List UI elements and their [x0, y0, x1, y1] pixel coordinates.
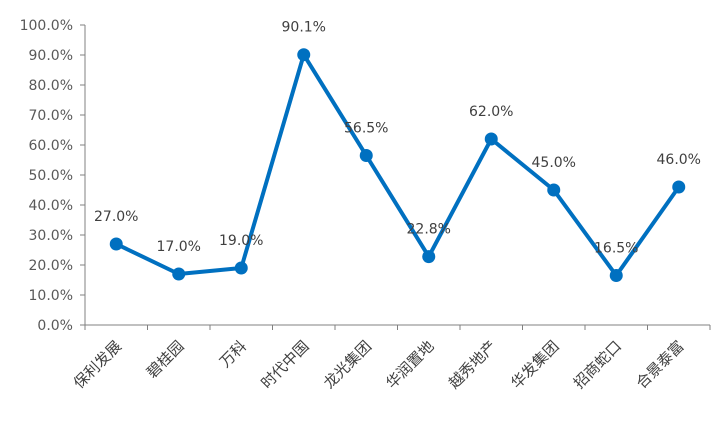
data-label: 45.0%	[532, 155, 576, 171]
data-label: 90.1%	[282, 20, 326, 36]
y-tick-label: 70.0%	[29, 108, 73, 124]
x-category-label: 时代中国	[257, 337, 312, 392]
data-point	[297, 48, 311, 62]
x-category-label: 华发集团	[507, 337, 562, 392]
series-line	[115, 52, 681, 278]
y-tick-label: 20.0%	[29, 258, 73, 274]
data-point	[422, 250, 436, 264]
x-category-label: 招商蛇口	[570, 337, 625, 392]
y-tick-label: 90.0%	[29, 48, 73, 64]
data-label: 46.0%	[657, 152, 701, 168]
y-tick-label: 60.0%	[29, 138, 73, 154]
x-category-label: 万科	[216, 337, 250, 371]
data-point	[484, 132, 498, 146]
y-tick-label: 100.0%	[20, 18, 73, 34]
data-point	[109, 237, 123, 251]
data-label: 62.0%	[469, 104, 513, 120]
y-axis: 0.0% 10.0% 20.0% 30.0% 40.0% 50.0% 60.0% 70.0% 8…	[20, 18, 86, 334]
data-label: 16.5%	[594, 241, 638, 257]
data-point	[172, 267, 186, 281]
x-category-label: 华润置地	[382, 337, 437, 392]
data-label: 17.0%	[157, 239, 201, 255]
y-tick-label: 10.0%	[29, 288, 73, 304]
y-tick-label: 0.0%	[37, 318, 73, 334]
x-axis: 保利发展 碧桂园 万科 时代中国 龙光集团 华润置地 越秀地产 华发集团 招商蛇口 合景泰富	[70, 324, 711, 392]
y-tick-label: 30.0%	[29, 228, 73, 244]
data-point	[359, 149, 373, 162]
y-tick-label: 40.0%	[29, 198, 73, 214]
x-category-label: 碧桂园	[143, 337, 188, 382]
data-label: 27.0%	[94, 209, 138, 225]
data-point	[609, 269, 623, 282]
x-category-label: 龙光集团	[320, 337, 375, 392]
x-category-label: 越秀地产	[445, 337, 500, 392]
x-category-label: 合景泰富	[632, 337, 687, 392]
series-group: 27.0% 17.0% 19.0% 90.1% 56.5% 22.8% 62.0% 45.0%…	[94, 20, 701, 282]
x-category-label: 保利发展	[70, 337, 125, 392]
data-point	[547, 183, 561, 197]
data-label: 19.0%	[219, 233, 263, 249]
data-label: 22.8%	[407, 222, 451, 238]
data-label: 56.5%	[344, 121, 388, 137]
data-point	[234, 261, 248, 275]
data-point	[672, 180, 686, 194]
y-tick-label: 80.0%	[29, 78, 73, 94]
y-tick-label: 50.0%	[29, 168, 73, 184]
